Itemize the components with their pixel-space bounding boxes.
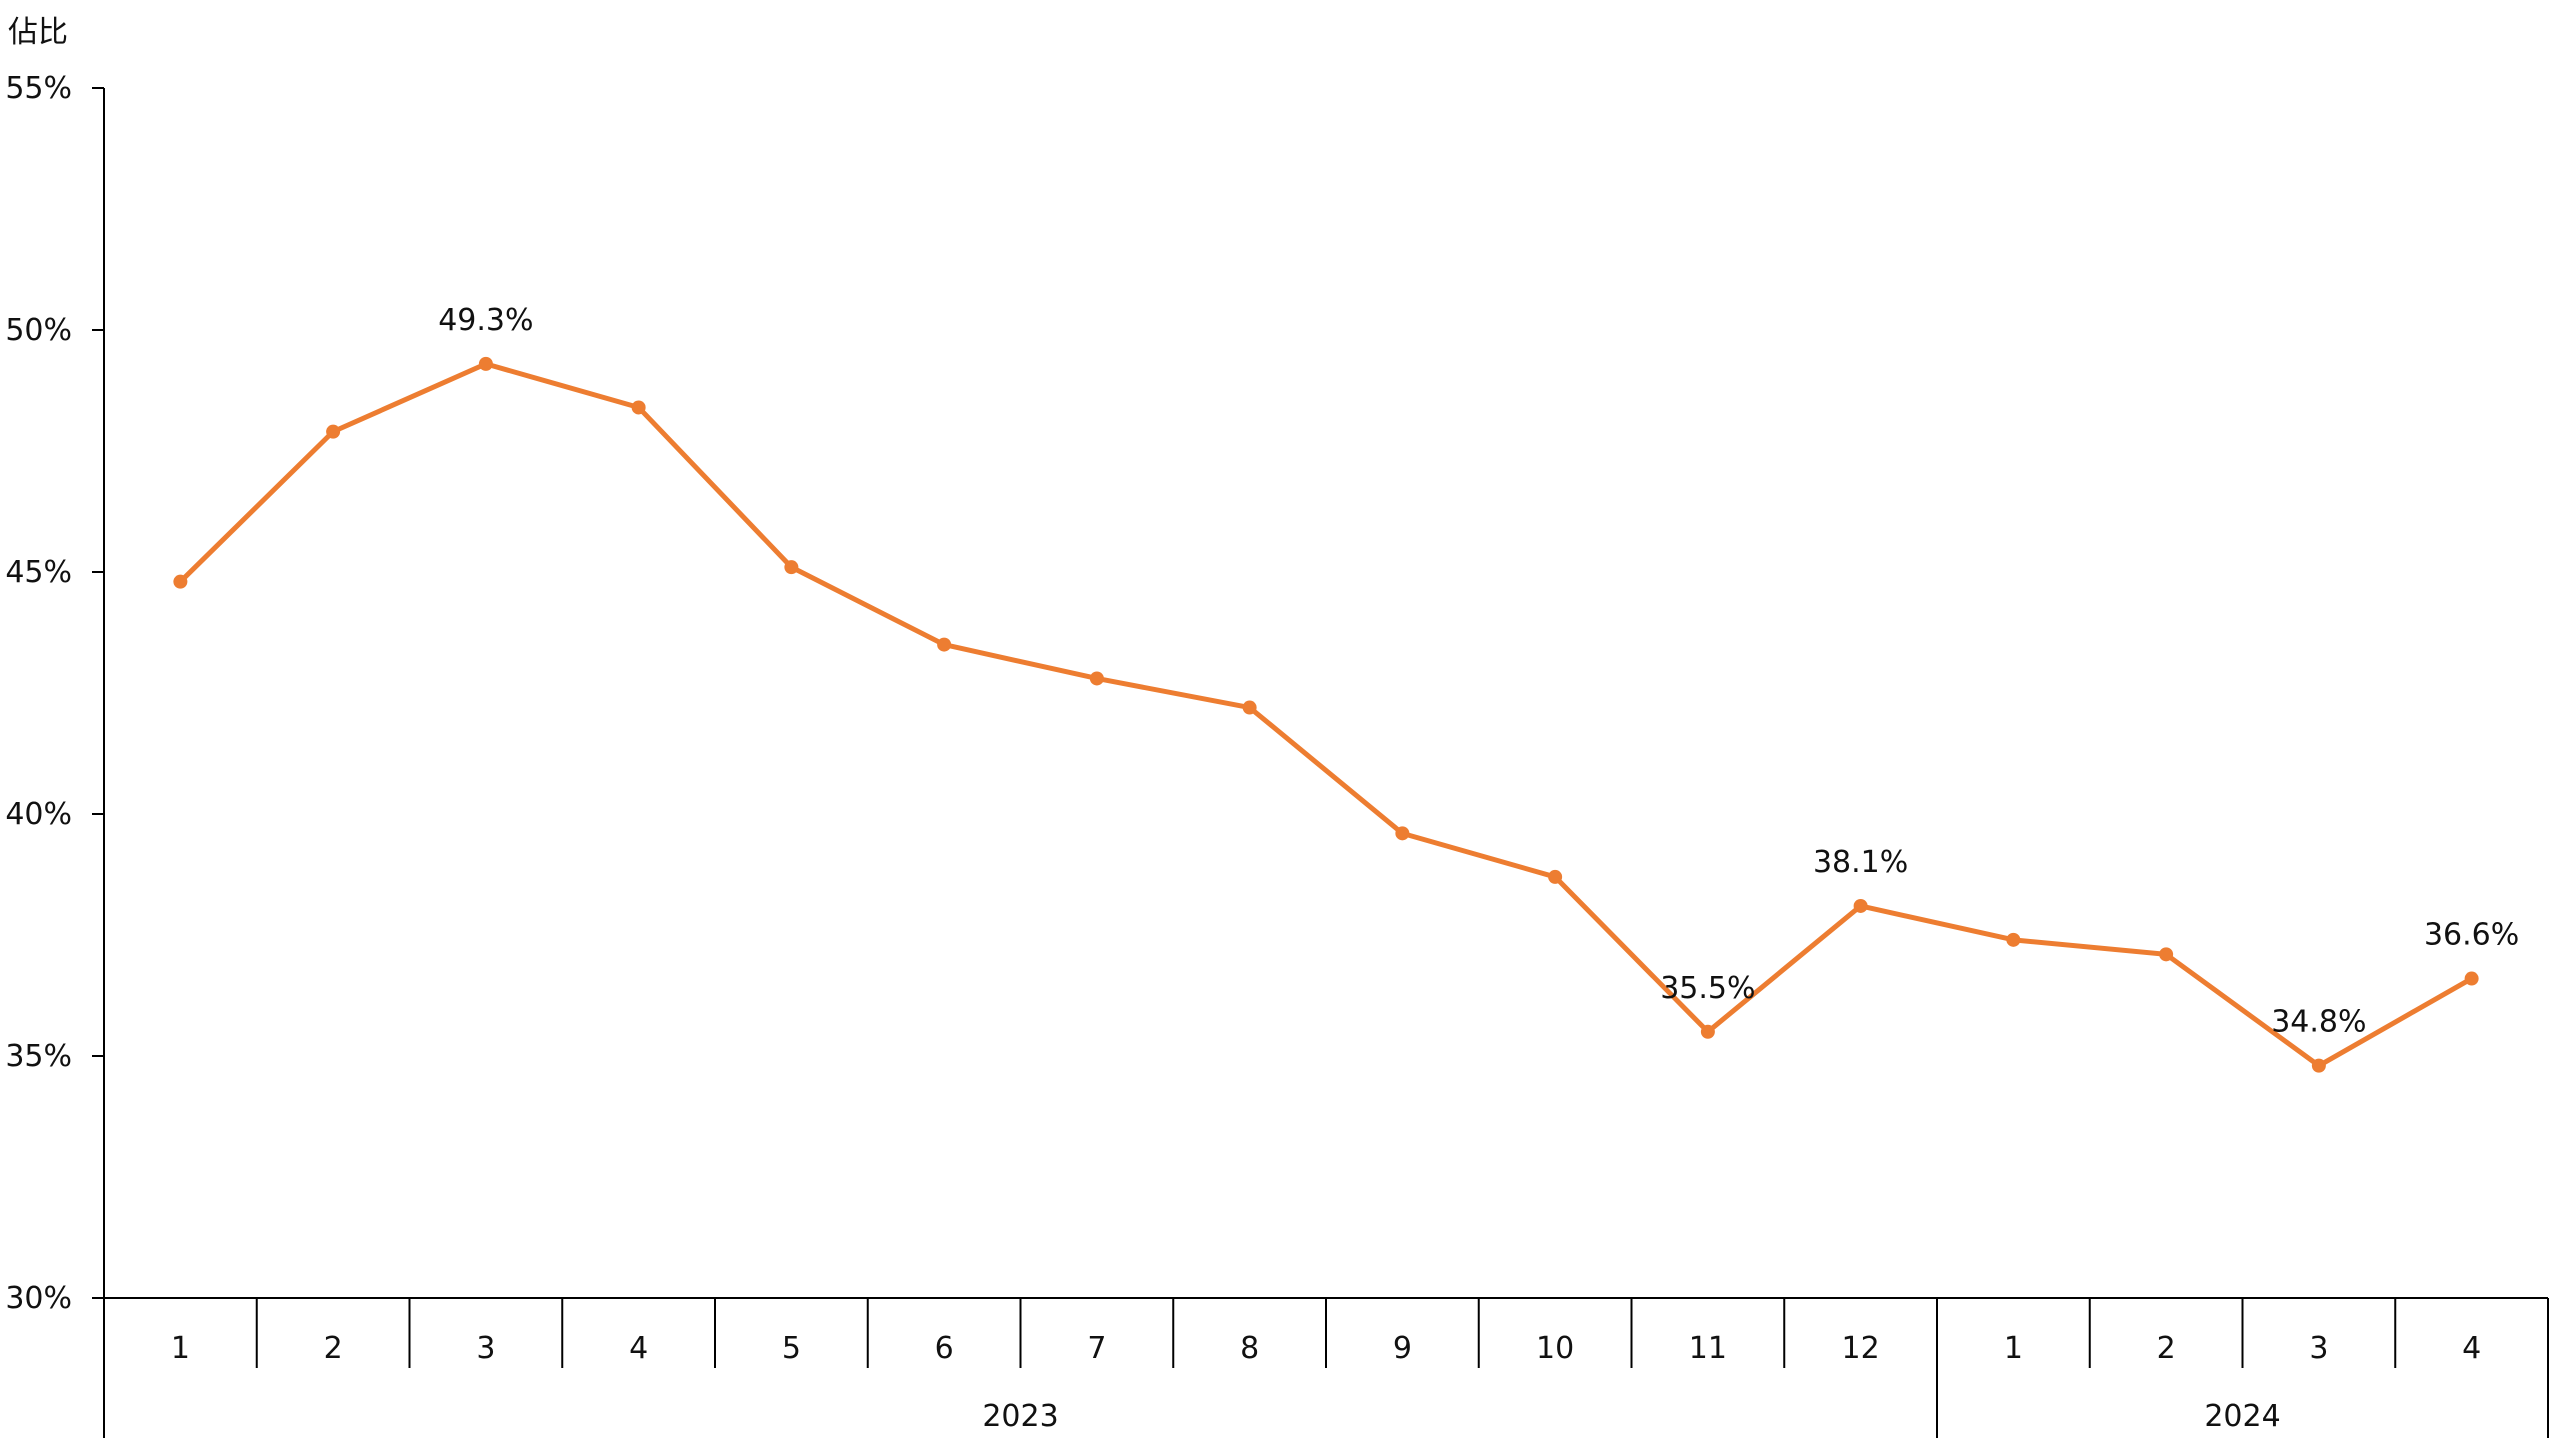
y-tick-label: 50% bbox=[5, 313, 72, 348]
x-tick-label: 11 bbox=[1689, 1331, 1727, 1366]
data-label: 35.5% bbox=[1660, 971, 1755, 1006]
x-group-label: 2024 bbox=[2204, 1399, 2280, 1434]
data-point bbox=[478, 356, 493, 371]
x-tick-label: 3 bbox=[2309, 1331, 2328, 1366]
data-point bbox=[1395, 826, 1410, 841]
data-point bbox=[784, 560, 799, 575]
x-tick-label: 9 bbox=[1393, 1331, 1412, 1366]
data-point bbox=[1089, 671, 1104, 686]
y-tick-label: 45% bbox=[5, 555, 72, 590]
x-tick-label: 2 bbox=[2157, 1331, 2176, 1366]
x-tick-label: 3 bbox=[476, 1331, 495, 1366]
x-tick-label: 7 bbox=[1087, 1331, 1106, 1366]
y-tick-label: 40% bbox=[5, 797, 72, 832]
x-group-label: 2023 bbox=[982, 1399, 1058, 1434]
data-point bbox=[2006, 932, 2021, 947]
y-axis: 30% 35% 40% 45% 50% 55% bbox=[5, 71, 105, 1316]
data-point bbox=[1853, 898, 1868, 913]
x-tick-label: 5 bbox=[782, 1331, 801, 1366]
data-label: 34.8% bbox=[2271, 1005, 2366, 1040]
x-tick-label: 8 bbox=[1240, 1331, 1259, 1366]
series-layer bbox=[173, 356, 2479, 1073]
data-label: 49.3% bbox=[438, 303, 533, 338]
y-tick-label: 55% bbox=[5, 71, 72, 106]
data-point bbox=[2311, 1058, 2326, 1073]
data-point bbox=[937, 637, 952, 652]
y-tick-label: 30% bbox=[5, 1281, 72, 1316]
x-tick-label: 2 bbox=[324, 1331, 343, 1366]
x-tick-label: 4 bbox=[629, 1331, 648, 1366]
data-label: 36.6% bbox=[2424, 918, 2519, 953]
data-point bbox=[2159, 947, 2174, 962]
data-point bbox=[326, 424, 341, 439]
data-labels-layer: 49.3% 35.5% 38.1% 34.8% 36.6% bbox=[438, 303, 2519, 1040]
x-tick-label: 4 bbox=[2462, 1331, 2481, 1366]
data-point bbox=[2464, 971, 2479, 986]
x-tick-label: 10 bbox=[1536, 1331, 1574, 1366]
x-tick-label: 6 bbox=[935, 1331, 954, 1366]
x-tick-label: 1 bbox=[2004, 1331, 2023, 1366]
data-point bbox=[631, 400, 646, 415]
data-label: 38.1% bbox=[1813, 845, 1908, 880]
data-point bbox=[1548, 869, 1563, 884]
series-line bbox=[177, 361, 2475, 1069]
data-point bbox=[1242, 700, 1257, 715]
x-tick-label: 1 bbox=[171, 1331, 190, 1366]
y-axis-title: 佔比 bbox=[8, 15, 68, 50]
data-point bbox=[173, 574, 188, 589]
x-tick-label: 12 bbox=[1842, 1331, 1880, 1366]
y-tick-label: 35% bbox=[5, 1039, 72, 1074]
data-point bbox=[1700, 1024, 1715, 1039]
